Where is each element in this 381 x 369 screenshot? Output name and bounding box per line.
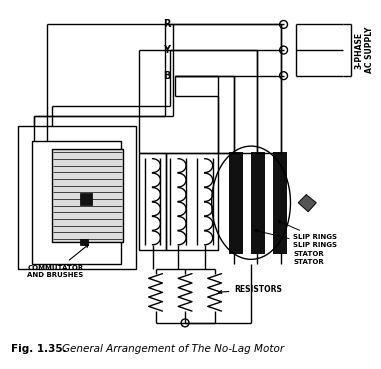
Text: STATOR: STATOR [293, 259, 324, 265]
Bar [80, 193, 91, 205]
Text: General Arrangement of The No-Lag Motor: General Arrangement of The No-Lag Motor [62, 345, 284, 355]
Text: R: R [163, 20, 170, 30]
Bar [139, 154, 166, 250]
Text: Y: Y [163, 45, 170, 55]
Text: COMMUTATOR
AND BRUSHES: COMMUTATOR AND BRUSHES [27, 245, 88, 277]
Text: RESISTORS: RESISTORS [219, 285, 282, 294]
Bar [18, 126, 136, 269]
Bar [32, 141, 121, 264]
Polygon shape [298, 195, 316, 211]
Bar [273, 152, 287, 254]
Bar [229, 152, 243, 254]
Bar [251, 152, 265, 254]
Bar [52, 149, 123, 242]
Text: SLIP RINGS: SLIP RINGS [278, 221, 338, 240]
Text: STATOR: STATOR [293, 251, 324, 257]
Bar [166, 154, 218, 250]
Text: SLIP RINGS: SLIP RINGS [255, 230, 338, 248]
Text: B: B [163, 71, 170, 81]
Text: 3-PHASE
AC SUPPLY: 3-PHASE AC SUPPLY [355, 27, 374, 73]
Bar [80, 239, 88, 245]
Text: Fig. 1.35.: Fig. 1.35. [11, 345, 66, 355]
